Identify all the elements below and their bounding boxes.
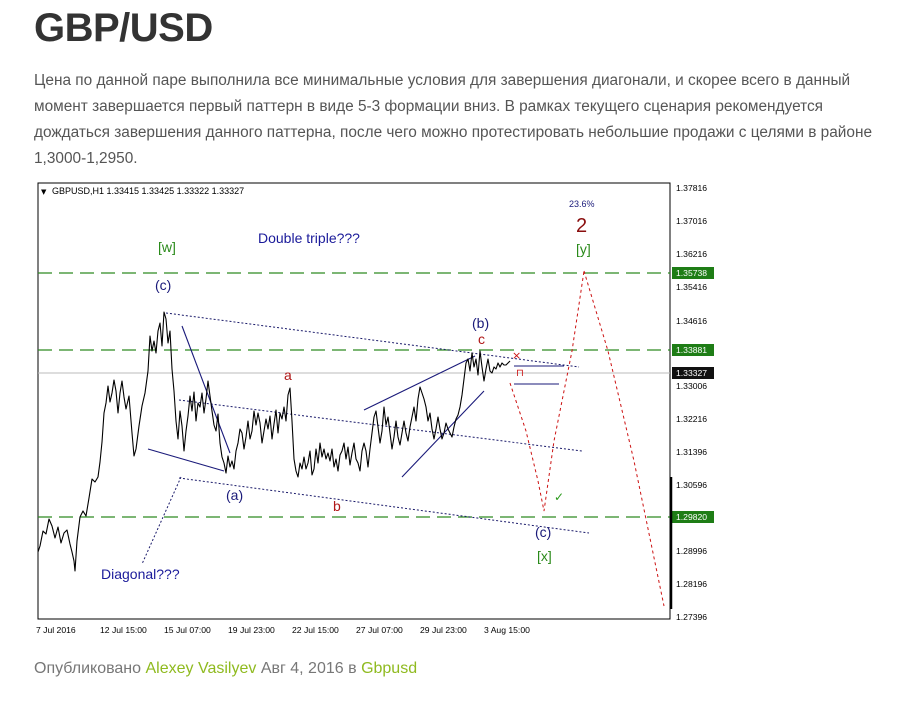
price-tag-lower-bg xyxy=(672,511,714,523)
price-tag-middle-bg xyxy=(672,344,714,356)
wave-label-2: 2 xyxy=(576,215,587,237)
x-tick: 27 Jul 07:00 xyxy=(356,625,403,635)
projection-final-drop xyxy=(583,270,665,607)
projection-down-up xyxy=(509,270,585,512)
wave-label-b-paren: (b) xyxy=(472,315,489,331)
y-tick: 1.28996 xyxy=(676,546,707,556)
x-tick: 12 Jul 15:00 xyxy=(100,625,147,635)
channel-lines xyxy=(141,312,590,565)
post-meta: Опубликовано Alexey Vasilyev Авг 4, 2016… xyxy=(34,660,417,678)
projection-path xyxy=(509,270,665,607)
dashed-level-lines xyxy=(38,272,670,518)
price-tag-current: 1.33327 xyxy=(676,368,707,378)
price-tag-lower: 1.29820 xyxy=(676,512,707,522)
y-tick: 1.37016 xyxy=(676,216,707,226)
y-axis-ticks: 1.37816 1.37016 1.36216 1.35416 1.34616 … xyxy=(676,183,707,622)
trend-wedge-bottom xyxy=(401,390,485,478)
wave-label-c-paren-low: (c) xyxy=(535,524,551,540)
y-tick: 1.33006 xyxy=(676,381,707,391)
wave-label-b-small: b xyxy=(333,498,341,514)
x-tick: 15 Jul 07:00 xyxy=(164,625,211,635)
y-tick: 1.31396 xyxy=(676,447,707,457)
wave-label-c-top: (c) xyxy=(155,277,171,293)
chart-header-arrow: ▼ xyxy=(41,188,47,196)
checkmark-icon: ✓ xyxy=(554,490,564,504)
post-date: Авг 4, 2016 xyxy=(260,660,344,677)
annotation-double-triple: Double triple??? xyxy=(258,230,360,246)
wave-label-x: [x] xyxy=(537,548,552,564)
price-tag-current-bg xyxy=(672,367,714,379)
annotation-diagonal: Diagonal??? xyxy=(101,566,180,582)
fib-percent-label: 23.6% xyxy=(569,199,595,209)
category-link[interactable]: Gbpusd xyxy=(361,660,418,677)
wave-label-w: [w] xyxy=(158,239,176,255)
author-link[interactable]: Alexey Vasilyev xyxy=(145,660,257,677)
y-tick: 1.28196 xyxy=(676,579,707,589)
y-tick: 1.30596 xyxy=(676,480,707,490)
x-tick: 22 Jul 15:00 xyxy=(292,625,339,635)
y-tick: 1.32216 xyxy=(676,414,707,424)
chart-header: GBPUSD,H1 1.33415 1.33425 1.33322 1.3332… xyxy=(52,186,244,196)
wave-label-a-paren: (a) xyxy=(226,487,243,503)
price-tag-middle: 1.33881 xyxy=(676,345,707,355)
price-tag-upper: 1.35738 xyxy=(676,268,707,278)
post-body: Цена по данной паре выполнила все минима… xyxy=(34,72,873,167)
y-tick: 1.27396 xyxy=(676,612,707,622)
x-marker-icon: × xyxy=(512,349,521,362)
x-tick: 19 Jul 23:00 xyxy=(228,625,275,635)
x-axis-ticks: 7 Jul 2016 12 Jul 15:00 15 Jul 07:00 19 … xyxy=(36,625,530,635)
price-chart: ▼ GBPUSD,H1 1.33415 1.33425 1.33322 1.33… xyxy=(34,181,906,641)
y-tick: 1.36216 xyxy=(676,249,707,259)
wave-label-a-small: a xyxy=(284,367,292,383)
trend-steep xyxy=(181,325,231,454)
meta-prefix: Опубликовано xyxy=(34,660,142,677)
target-marker-icon: ⊓ xyxy=(516,368,524,379)
x-tick: 7 Jul 2016 xyxy=(36,625,76,635)
price-tag-upper-bg xyxy=(672,267,714,279)
x-tick: 3 Aug 15:00 xyxy=(484,625,530,635)
wave-label-c-small: c xyxy=(478,331,485,347)
price-series-line xyxy=(37,311,511,572)
channel-lower xyxy=(178,477,590,534)
page-title: GBP/USD xyxy=(34,6,213,50)
y-tick: 1.35416 xyxy=(676,282,707,292)
wave-label-y: [y] xyxy=(576,241,591,257)
y-tick: 1.37816 xyxy=(676,183,707,193)
trend-lower-left xyxy=(147,448,225,472)
trend-lines xyxy=(147,325,564,478)
x-tick: 29 Jul 23:00 xyxy=(420,625,467,635)
channel-upper xyxy=(165,312,580,368)
trend-wedge-top xyxy=(363,355,476,411)
meta-in: в xyxy=(348,660,357,677)
y-tick: 1.34616 xyxy=(676,316,707,326)
